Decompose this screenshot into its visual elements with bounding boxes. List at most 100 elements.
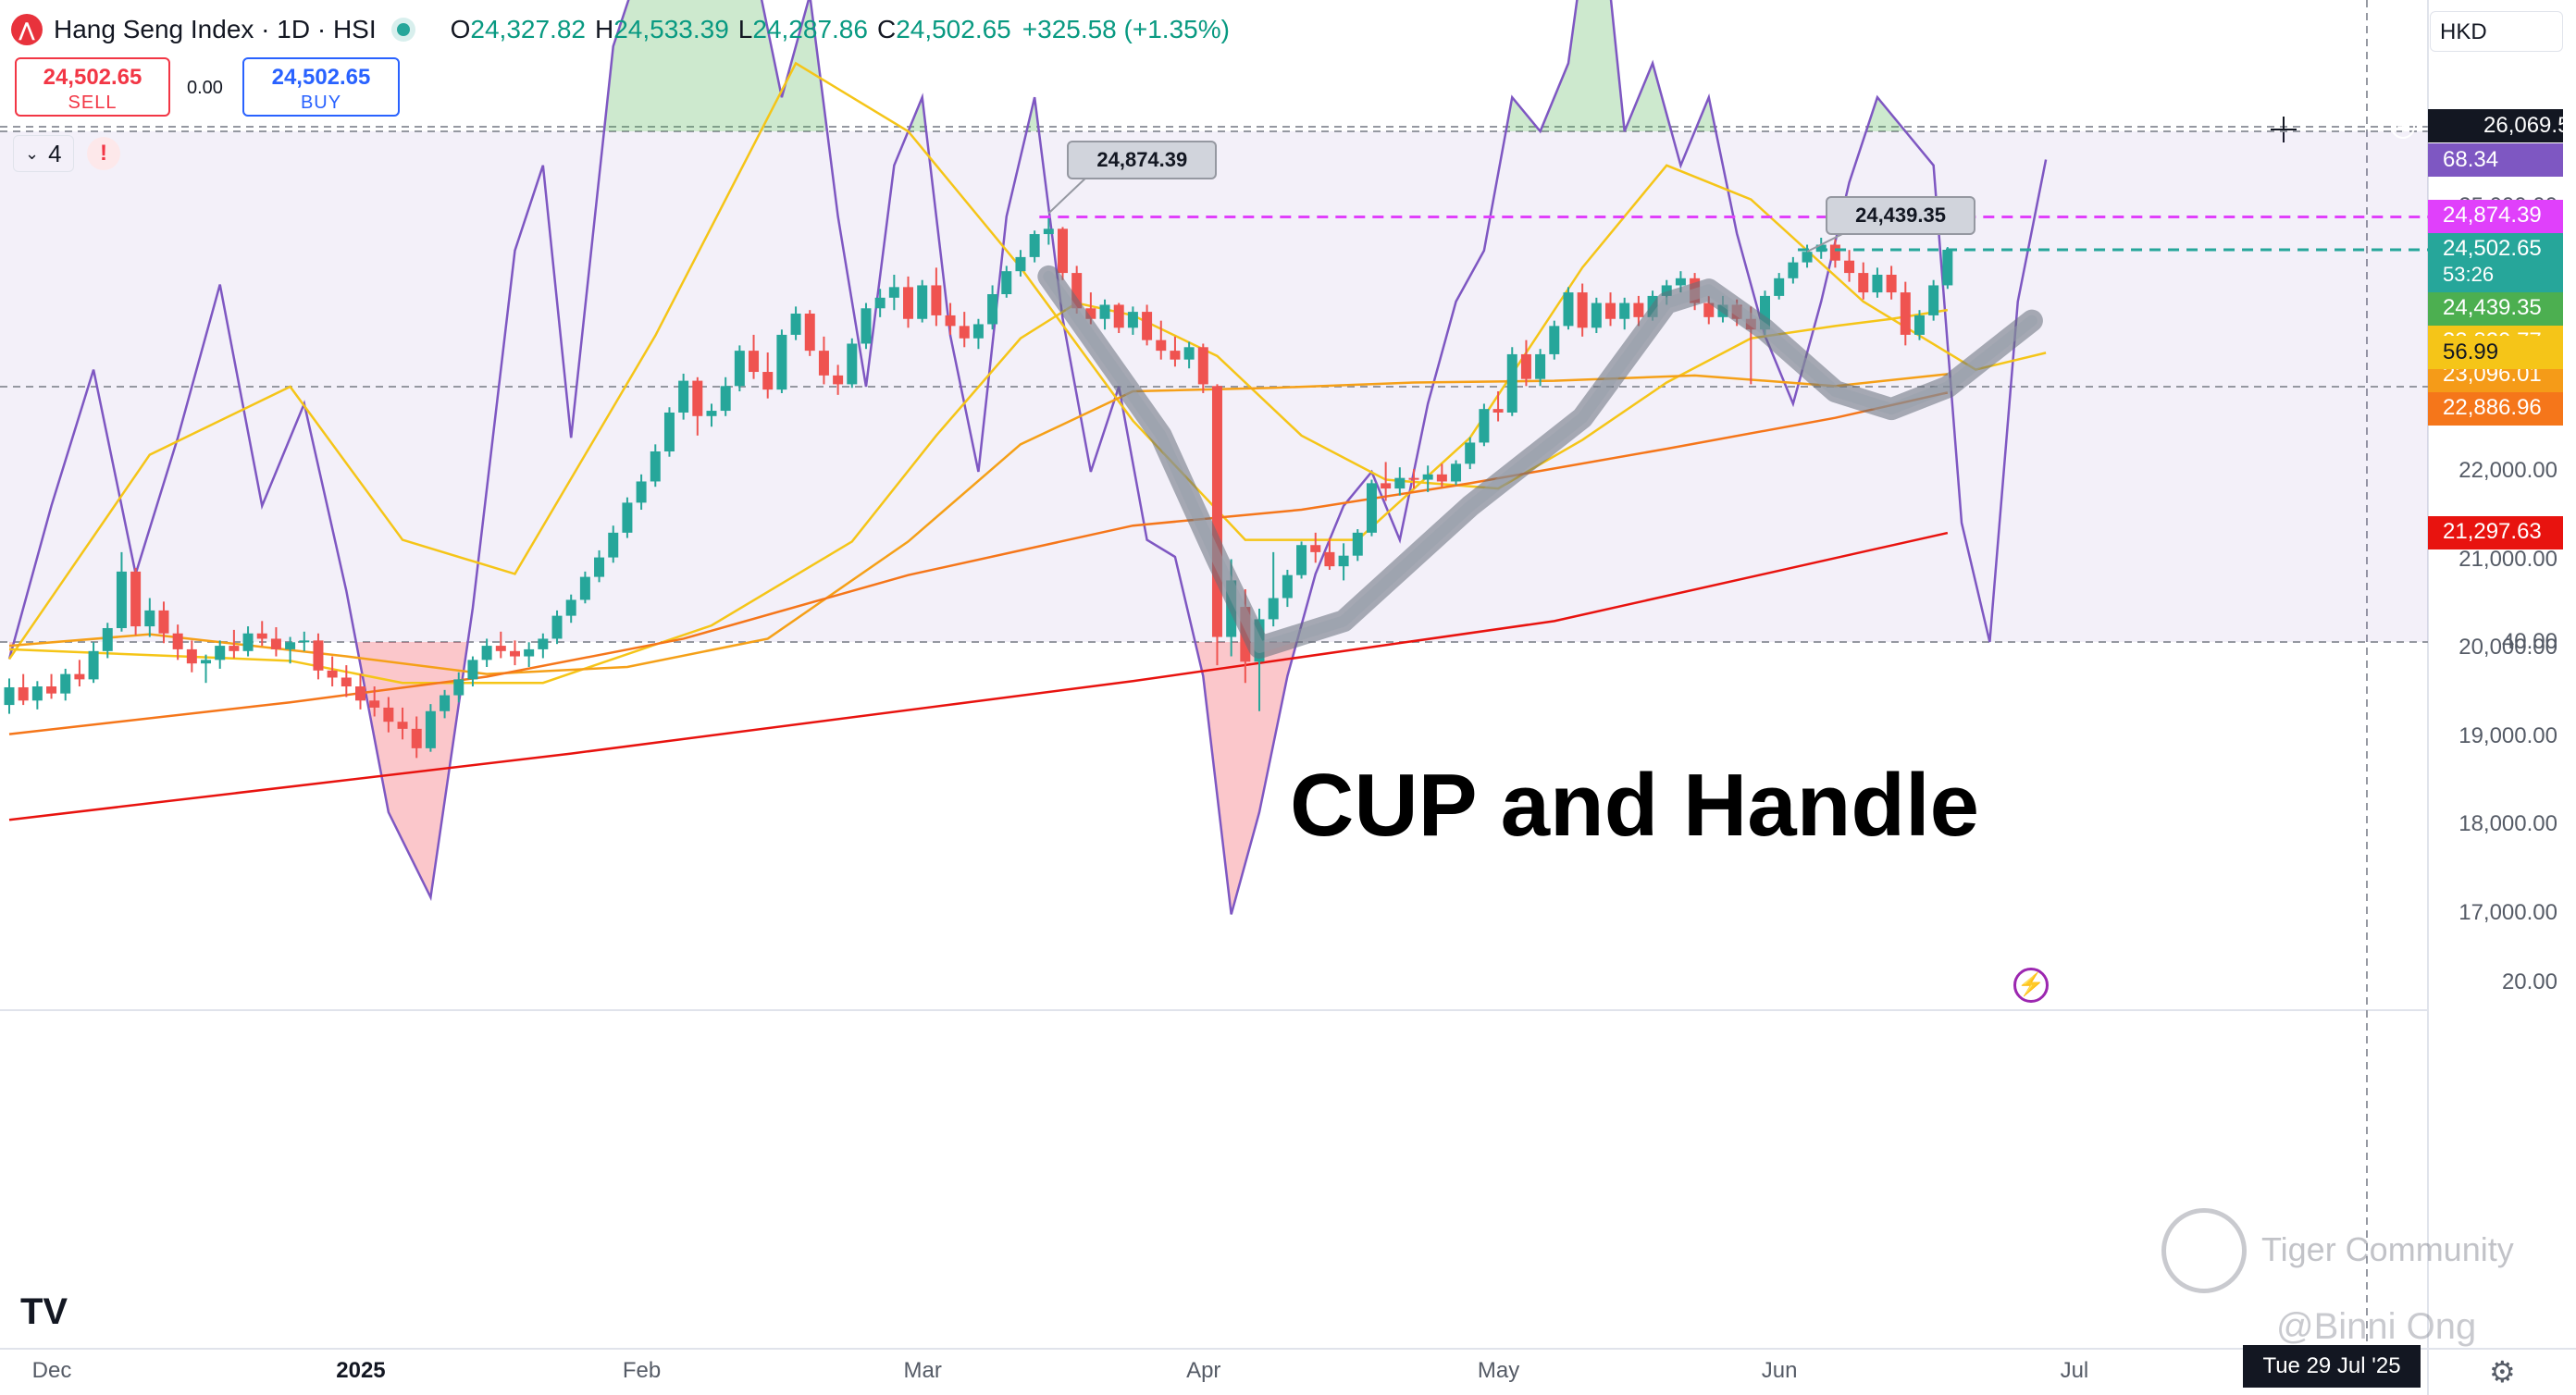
watermark-community: Tiger Community [2261,1230,2514,1268]
candle-body-21 [299,640,310,643]
settings-gear-icon[interactable]: ⚙ [2489,1355,2516,1389]
peak-label-0: 24,874.39 [1067,141,1218,180]
buy-button[interactable]: 24,502.65 BUY [242,57,400,117]
candle-body-29 [411,728,422,748]
candle-body-37 [524,648,535,657]
candle-body-127 [1788,262,1799,278]
time-tick-6: Jun [1761,1358,1798,1383]
warning-icon[interactable]: ! [87,137,120,170]
tradingview-logo-icon[interactable]: TV [20,1291,68,1332]
candle-body-7 [102,627,113,651]
candle-body-24 [341,677,352,687]
symbol-title[interactable]: Hang Seng Index · 1D · HSI [54,15,377,43]
buy-price: 24,502.65 [271,65,371,90]
candle-body-130 [1829,244,1840,261]
candle-body-40 [565,599,576,616]
moving-averages [8,302,1949,821]
price-tag-sub-1: 53:26 [2443,263,2495,287]
candle-body-25 [355,686,365,701]
candle-body-80 [1127,312,1138,328]
change-value: +325.58 (+1.35%) [1022,15,1230,43]
candle-body-102 [1436,474,1447,482]
close-label: C [876,15,897,43]
open-label: O [450,15,471,43]
spread-value: 0.00 [187,78,223,98]
candle-body-13 [186,648,197,664]
annotations-overlay [1037,177,2428,659]
rsi-tag-1: 56.99 [2428,336,2563,370]
candle-body-28 [397,722,408,729]
candle-body-65 [917,285,928,319]
peak-label-1: 24,439.35 [1826,196,1976,236]
indicators-toggle[interactable]: ⌄ 4 [13,135,74,172]
crosshair-time-label: Tue 29 Jul '25 [2243,1345,2421,1388]
time-tick-4: Apr [1186,1358,1221,1383]
candle-body-48 [678,380,689,413]
candle-body-47 [663,412,675,451]
candle-body-96 [1352,532,1363,556]
candle-body-83 [1170,351,1181,360]
price-tag-2: 24,439.35 [2428,292,2563,327]
candle-body-39 [551,615,563,639]
candle-body-55 [776,334,787,390]
price-tick-5: 22,000.00 [2458,458,2557,483]
candle-body-72 [1015,256,1026,272]
lightning-icon[interactable]: ⚡ [2013,968,2049,1003]
price-tick-1: 18,000.00 [2458,811,2557,836]
candle-body-131 [1844,260,1855,274]
candle-body-0 [4,686,15,706]
peak-pointer-1 [1806,232,1845,253]
currency-selector[interactable]: HKD [2430,11,2563,52]
rsi-ma-line [7,61,2047,660]
price-tick-3: 20,000.00 [2458,635,2557,660]
price-tag-value-6: 21,297.63 [2443,519,2542,545]
time-tick-1: 2025 [336,1358,386,1383]
candle-body-100 [1408,477,1419,480]
candle-body-77 [1085,308,1096,319]
time-tick-2: Feb [622,1358,662,1383]
time-tick-3: Mar [903,1358,942,1383]
candle-body-19 [270,638,281,649]
high-label: H [594,15,614,43]
candle-body-52 [734,351,745,387]
low-value: 24,287.86 [752,15,868,43]
rsi-tick-0: 20.00 [2501,969,2557,994]
candle-body-138 [1942,249,1953,286]
candle-body-16 [229,646,240,651]
sell-button[interactable]: 24,502.65 SELL [15,57,170,117]
candle-body-81 [1142,312,1153,340]
price-tick-0: 17,000.00 [2458,899,2557,925]
candle-body-32 [453,679,464,696]
candle-body-57 [804,314,815,352]
candle-body-108 [1520,353,1531,379]
indicator-count: 4 [48,139,62,167]
price-tag-6: 21,297.63 [2428,516,2563,550]
candle-body-58 [818,351,829,376]
candle-body-62 [874,297,886,309]
candle-body-114 [1605,302,1616,319]
candle-body-78 [1099,304,1110,319]
candle-body-103 [1451,463,1462,482]
add-alert-icon[interactable]: + [2391,115,2415,139]
candle-body-104 [1465,442,1476,464]
buy-label: BUY [300,93,342,113]
candle-body-66 [931,285,942,315]
price-tag-5: 22,886.96 [2428,392,2563,426]
candle-body-5 [74,673,85,680]
candle-body-137 [1928,285,1939,315]
hsi-logo-icon: ⋀ [11,14,43,45]
candle-body-99 [1394,477,1406,489]
price-tag-value-2: 24,439.35 [2443,295,2542,321]
candle-body-106 [1492,409,1504,413]
candle-body-125 [1760,295,1770,330]
price-tag-value-1: 24,502.65 [2443,236,2542,262]
candle-body-112 [1577,292,1588,328]
ma-line-3 [8,531,1949,821]
candle-body-71 [1001,271,1012,294]
candle-body-49 [692,380,703,416]
candle-body-23 [327,670,338,678]
cup-handle-path-inner [1043,270,2037,653]
candle-body-128 [1802,252,1813,263]
candle-body-61 [861,308,872,344]
